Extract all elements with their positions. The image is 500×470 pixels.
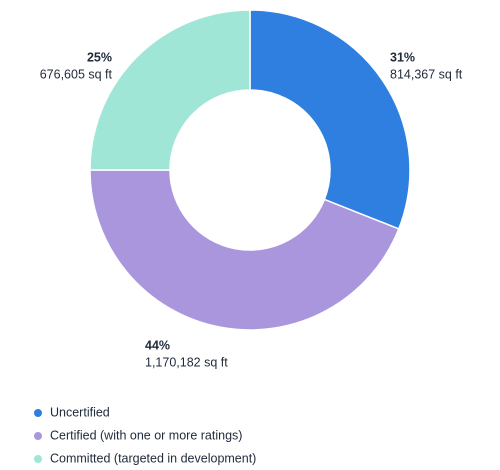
value-label: 31% bbox=[390, 50, 415, 64]
legend-marker bbox=[34, 409, 42, 417]
area-label: 1,170,182 sq ft bbox=[145, 355, 228, 369]
donut-slice bbox=[89, 169, 400, 331]
donut-slice bbox=[89, 9, 251, 171]
legend-label: Committed (targeted in development) bbox=[50, 451, 256, 465]
value-label: 25% bbox=[87, 50, 112, 64]
area-label: 814,367 sq ft bbox=[390, 67, 463, 81]
donut-slice bbox=[249, 9, 411, 230]
legend-marker bbox=[34, 455, 42, 463]
legend-label: Certified (with one or more ratings) bbox=[50, 428, 242, 442]
legend-marker bbox=[34, 432, 42, 440]
area-label: 676,605 sq ft bbox=[40, 67, 113, 81]
legend-label: Uncertified bbox=[50, 405, 110, 419]
value-label: 44% bbox=[145, 338, 170, 352]
